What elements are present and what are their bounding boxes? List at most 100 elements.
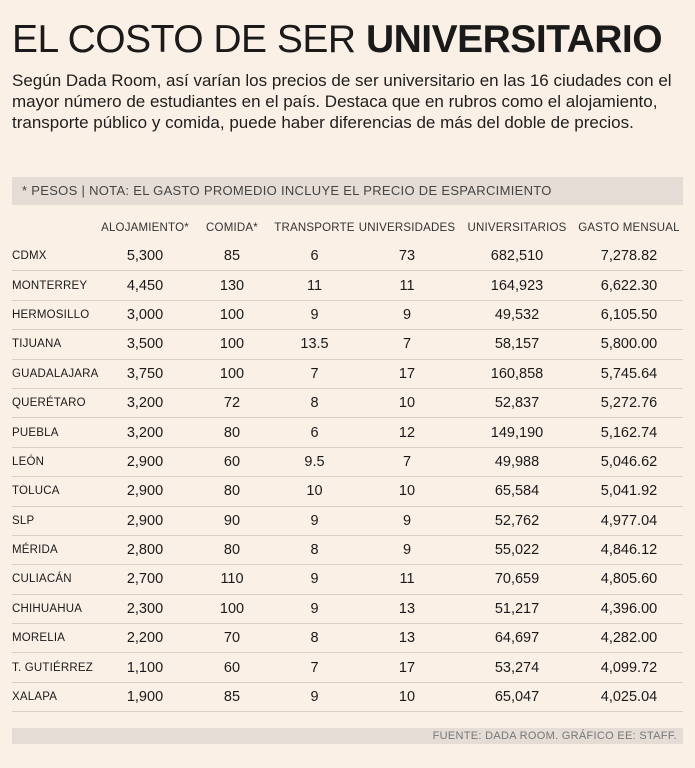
source-credit: FUENTE: DADA ROOM. GRÁFICO EE: STAFF. [12, 728, 683, 744]
table-row: CULIACÁN 2,700 110 9 11 70,659 4,805.60 [12, 565, 683, 595]
table-cell: 9 [402, 542, 412, 559]
table-cell: 8 [310, 630, 319, 647]
subtitle: Según Dada Room, así varían los precios … [12, 71, 672, 132]
table-cell: 13 [398, 600, 416, 617]
city-label: HERMOSILLO [12, 308, 90, 321]
table-cell: 6,622.30 [600, 277, 658, 294]
table-row: MONTERREY 4,450 130 11 11 164,923 6,622.30 [12, 271, 683, 301]
table-row: MÉRIDA 2,800 80 8 9 55,022 4,846.12 [12, 536, 683, 566]
table-row: TIJUANA 3,500 100 13.5 7 58,157 5,800.00 [12, 330, 683, 360]
table-row: HERMOSILLO 3,000 100 9 9 49,532 6,105.50 [12, 301, 683, 331]
table-cell: 2,200 [126, 630, 164, 647]
table-cell: 2,900 [126, 453, 164, 470]
column-header: UNIVERSIDADES [358, 222, 456, 234]
table-cell: 5,041.92 [600, 483, 658, 500]
table-cell: 70,659 [494, 571, 540, 588]
table-cell: 2,900 [126, 483, 164, 500]
table-cell: 60 [223, 453, 241, 470]
table-cell: 1,100 [126, 659, 164, 676]
city-label: CDMX [12, 250, 47, 263]
city-label: TOLUCA [12, 485, 60, 498]
table-cell: 49,532 [494, 306, 540, 323]
table-cell: 4,025.04 [600, 689, 658, 706]
table-cell: 2,900 [126, 512, 164, 529]
column-header: COMIDA* [206, 222, 258, 234]
table-cell: 55,022 [494, 542, 540, 559]
table-cell: 10 [398, 395, 416, 412]
city-label: TIJUANA [12, 338, 62, 351]
table-cell: 11 [306, 277, 323, 294]
table-header-row: ALOJAMIENTO* COMIDA* TRANSPORTE UNIVERSI… [12, 214, 683, 242]
table-cell: 8 [310, 395, 319, 412]
table-cell: 160,858 [490, 365, 544, 382]
table-cell: 85 [223, 689, 241, 706]
table-cell: 72 [223, 395, 241, 412]
table-cell: 100 [219, 336, 245, 353]
city-label: T. GUTIÉRREZ [12, 661, 93, 674]
table-cell: 4,396.00 [600, 600, 658, 617]
table-cell: 80 [223, 542, 241, 559]
table-cell: 2,300 [126, 600, 164, 617]
table-cell: 3,000 [126, 306, 164, 323]
table-cell: 3,500 [126, 336, 164, 353]
table-cell: 80 [223, 483, 241, 500]
table-cell: 11 [399, 277, 415, 294]
table-cell: 7 [402, 336, 412, 353]
table-row: XALAPA 1,900 85 9 10 65,047 4,025.04 [12, 683, 683, 713]
table-cell: 73 [398, 248, 416, 265]
city-label: PUEBLA [12, 426, 59, 439]
table-cell: 9 [402, 306, 412, 323]
table-cell: 7 [310, 659, 319, 676]
table-cell: 65,584 [494, 483, 540, 500]
table-row: GUADALAJARA 3,750 100 7 17 160,858 5,745.64 [12, 360, 683, 389]
table-cell: 6,105.50 [600, 306, 658, 323]
city-label: CULIACÁN [12, 573, 72, 586]
table-cell: 5,745.64 [600, 365, 658, 382]
table-cell: 682,510 [490, 248, 544, 265]
table-cell: 13 [398, 630, 416, 647]
city-label: MÉRIDA [12, 544, 58, 557]
table-cell: 53,274 [494, 659, 540, 676]
city-label: LEÓN [12, 455, 45, 468]
table-cell: 4,099.72 [600, 659, 658, 676]
table-cell: 100 [219, 306, 245, 323]
table-cell: 13.5 [300, 336, 329, 353]
table-cell: 9 [310, 512, 319, 529]
table-cell: 11 [399, 571, 415, 588]
table-cell: 85 [223, 248, 241, 265]
table-cell: 90 [223, 512, 241, 529]
cost-table: ALOJAMIENTO* COMIDA* TRANSPORTE UNIVERSI… [12, 214, 683, 713]
table-cell: 8 [310, 542, 319, 559]
table-cell: 9 [402, 512, 412, 529]
table-cell: 6 [310, 424, 319, 441]
table-cell: 9.5 [304, 453, 325, 470]
table-cell: 7 [310, 365, 319, 382]
table-row: LEÓN 2,900 60 9.5 7 49,988 5,046.62 [12, 448, 683, 478]
table-row: MORELIA 2,200 70 8 13 64,697 4,282.00 [12, 624, 683, 654]
title-light: EL COSTO DE SER [12, 18, 356, 61]
table-cell: 4,450 [126, 277, 164, 294]
table-cell: 5,046.62 [600, 453, 658, 470]
table-cell: 100 [219, 600, 245, 617]
table-cell: 4,846.12 [600, 542, 658, 559]
table-row: CHIHUAHUA 2,300 100 9 13 51,217 4,396.00 [12, 595, 683, 625]
table-row: TOLUCA 2,900 80 10 10 65,584 5,041.92 [12, 477, 683, 507]
table-cell: 64,697 [494, 630, 540, 647]
column-header: TRANSPORTE [274, 222, 355, 234]
table-cell: 9 [310, 571, 319, 588]
city-label: SLP [12, 514, 35, 527]
table-cell: 5,272.76 [600, 395, 658, 412]
table-cell: 7,278.82 [600, 248, 658, 265]
table-row: T. GUTIÉRREZ 1,100 60 7 17 53,274 4,099.72 [12, 653, 683, 683]
table-cell: 10 [398, 689, 416, 706]
table-cell: 9 [310, 306, 319, 323]
table-cell: 149,190 [490, 424, 544, 441]
table-cell: 6 [310, 248, 319, 265]
table-cell: 130 [219, 277, 245, 294]
table-cell: 17 [398, 365, 416, 382]
table-row: SLP 2,900 90 9 9 52,762 4,977.04 [12, 507, 683, 536]
table-cell: 52,762 [494, 512, 540, 529]
city-label: XALAPA [12, 691, 58, 704]
table-cell: 2,800 [126, 542, 164, 559]
table-cell: 3,200 [126, 424, 164, 441]
